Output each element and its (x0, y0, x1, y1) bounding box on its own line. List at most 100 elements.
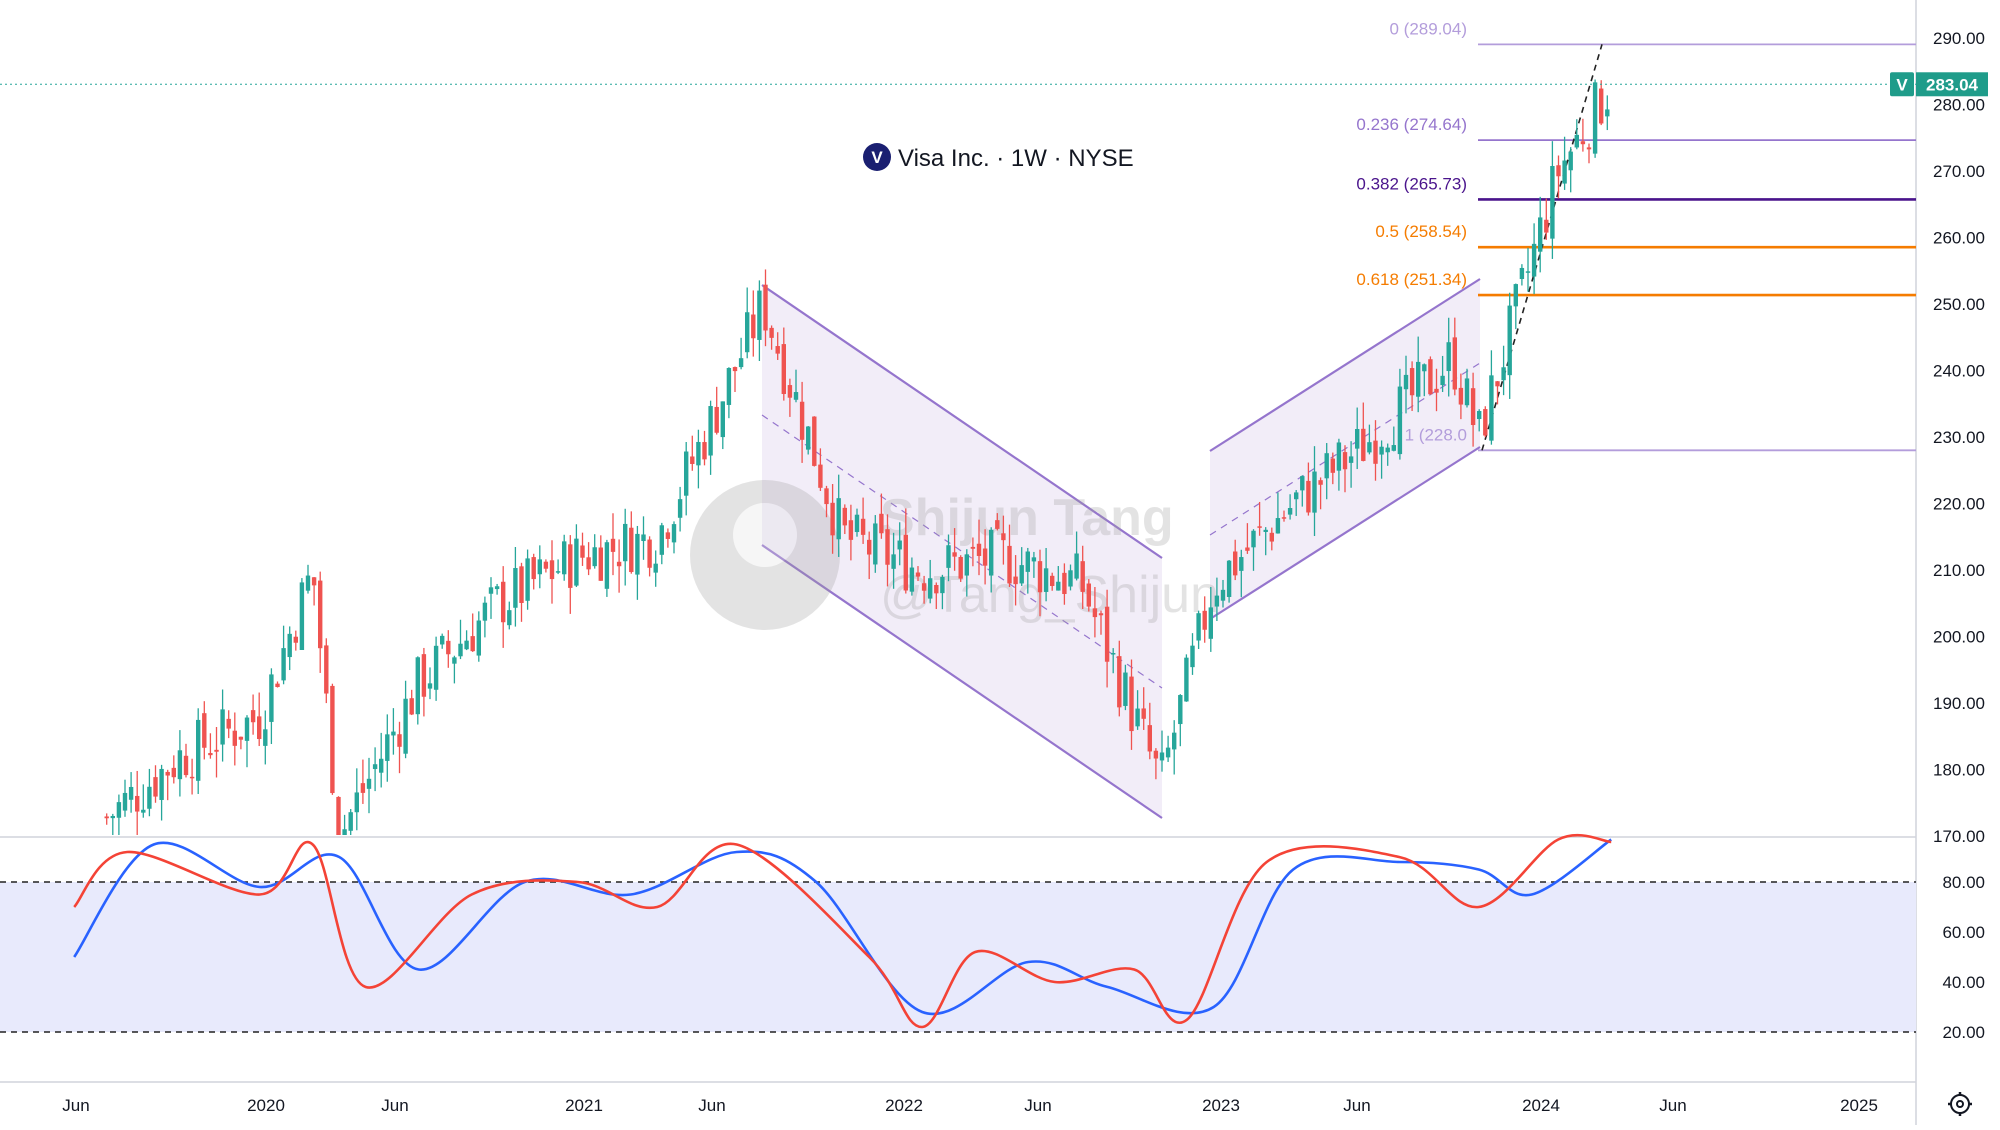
candle-body[interactable] (1080, 561, 1085, 592)
candle-body[interactable] (1489, 375, 1494, 441)
candle-body[interactable] (116, 802, 122, 818)
candle-body[interactable] (464, 640, 469, 650)
candle-body[interactable] (1269, 532, 1274, 542)
candle-body[interactable] (513, 568, 518, 608)
candle-body[interactable] (1031, 557, 1037, 562)
stochastic-k-line[interactable] (73, 833, 1612, 1029)
candle-body[interactable] (1495, 381, 1500, 387)
candle-body[interactable] (732, 367, 738, 372)
candle-body[interactable] (263, 729, 268, 746)
candle-body[interactable] (702, 442, 707, 460)
candle-body[interactable] (940, 576, 945, 594)
candle-body[interactable] (1056, 581, 1061, 591)
candle-body[interactable] (336, 796, 341, 835)
candle-body[interactable] (1330, 458, 1335, 473)
candle-body[interactable] (1202, 610, 1207, 630)
candle-body[interactable] (1153, 750, 1159, 759)
fibonacci-retracement[interactable]: 0 (289.04) 0.236 (274.64) 0.382 (265.73) 0.… (1356, 19, 1916, 452)
candle-body[interactable] (257, 716, 262, 739)
candle-body[interactable] (1123, 672, 1128, 706)
candle-body[interactable] (421, 654, 427, 697)
candle-body[interactable] (769, 327, 774, 338)
candle-body[interactable] (196, 719, 201, 781)
candle-body[interactable] (830, 502, 835, 536)
candle-body[interactable] (1519, 267, 1525, 280)
candle-body[interactable] (311, 577, 317, 586)
candle-body[interactable] (909, 567, 915, 592)
candle-body[interactable] (958, 556, 963, 579)
candle-body[interactable] (854, 514, 860, 533)
candle-body[interactable] (165, 771, 170, 776)
candle-body[interactable] (318, 580, 323, 649)
candle-body[interactable] (299, 582, 305, 650)
candle-body[interactable] (696, 441, 701, 466)
candle-body[interactable] (812, 416, 817, 466)
candle-body[interactable] (122, 792, 128, 811)
stochastic-axis[interactable]: 80.00 60.00 40.00 20.00 (1942, 873, 1985, 1042)
candle-body[interactable] (482, 602, 488, 621)
candle-body[interactable] (928, 578, 933, 599)
candle-body[interactable] (1287, 508, 1293, 515)
candle-body[interactable] (1294, 492, 1299, 500)
candle-body[interactable] (452, 657, 457, 664)
candle-body[interactable] (1226, 560, 1232, 597)
candle-body[interactable] (848, 520, 854, 540)
candle-body[interactable] (757, 290, 762, 340)
candle-body[interactable] (531, 557, 536, 580)
candle-body[interactable] (1562, 160, 1567, 184)
candle-body[interactable] (903, 534, 908, 591)
candle-body[interactable] (745, 312, 750, 353)
candle-body[interactable] (1324, 453, 1329, 479)
candle-body[interactable] (982, 548, 988, 566)
candle-body[interactable] (177, 750, 183, 780)
candle-body[interactable] (549, 560, 555, 580)
candle-body[interactable] (860, 518, 866, 535)
candle-body[interactable] (446, 640, 451, 655)
candle-body[interactable] (1220, 589, 1226, 601)
candle-body[interactable] (232, 730, 237, 746)
candle-body[interactable] (202, 713, 207, 748)
candle-body[interactable] (989, 529, 994, 576)
candle-body[interactable] (934, 584, 939, 594)
candle-body[interactable] (793, 392, 799, 400)
candle-body[interactable] (348, 812, 353, 831)
price-axis[interactable]: 290.00 280.00 270.00 260.00 250.00 240.00 230.… (1933, 29, 1985, 846)
candle-body[interactable] (1129, 676, 1134, 732)
candlestick-series[interactable] (104, 79, 1610, 835)
candle-body[interactable] (275, 683, 280, 687)
candle-body[interactable] (1477, 411, 1482, 420)
candle-body[interactable] (623, 523, 628, 562)
candle-body[interactable] (1483, 409, 1488, 436)
candle-body[interactable] (159, 768, 164, 800)
candle-body[interactable] (781, 344, 786, 395)
candle-body[interactable] (1190, 645, 1195, 668)
candle-body[interactable] (1550, 166, 1555, 239)
candle-body[interactable] (372, 764, 378, 770)
candle-body[interactable] (738, 358, 744, 368)
candle-body[interactable] (1599, 88, 1604, 124)
candle-body[interactable] (1422, 364, 1427, 372)
candle-body[interactable] (525, 558, 530, 601)
candle-body[interactable] (250, 710, 256, 723)
descending-channel-lower[interactable] (761, 544, 1163, 819)
candle-body[interactable] (1452, 337, 1457, 390)
candle-body[interactable] (1440, 375, 1445, 386)
candle-body[interactable] (836, 498, 841, 540)
candle-body[interactable] (1379, 446, 1384, 455)
candle-body[interactable] (1403, 374, 1409, 390)
candle-body[interactable] (440, 635, 445, 645)
candle-body[interactable] (1574, 134, 1579, 148)
candle-body[interactable] (708, 406, 713, 456)
candle-body[interactable] (104, 816, 109, 819)
candle-body[interactable] (1525, 271, 1531, 273)
candle-body[interactable] (1141, 708, 1146, 719)
candle-body[interactable] (635, 533, 640, 575)
candle-body[interactable] (281, 648, 286, 681)
candle-body[interactable] (604, 542, 610, 589)
candle-body[interactable] (1019, 565, 1024, 584)
candle-body[interactable] (684, 451, 689, 496)
candle-body[interactable] (1373, 440, 1378, 464)
candle-body[interactable] (1062, 572, 1067, 594)
candle-body[interactable] (598, 547, 603, 581)
